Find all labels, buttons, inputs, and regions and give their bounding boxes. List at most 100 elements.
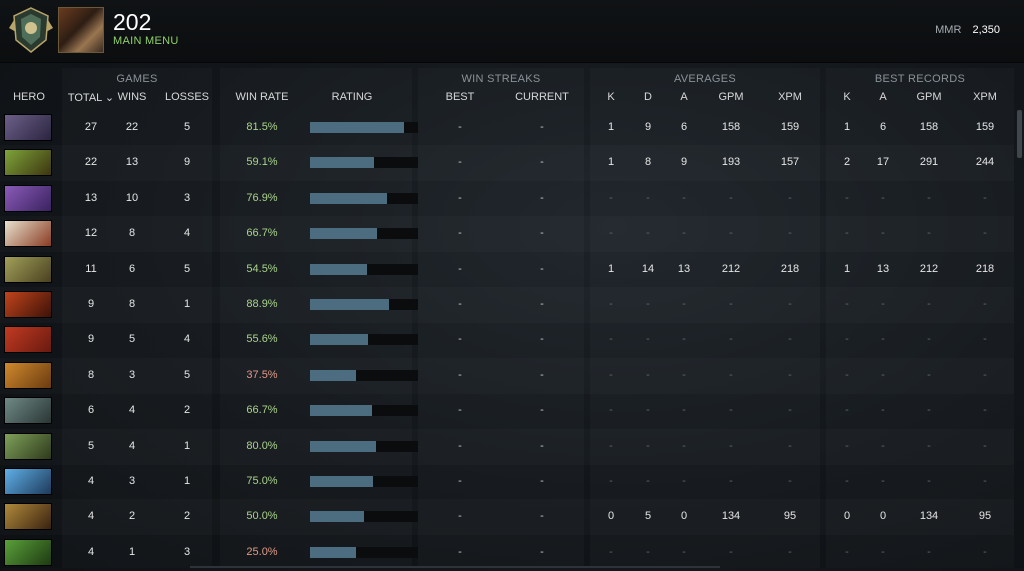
table-row[interactable]: 27 22 5 81.5% - - 1 9 6 158 159 1 6 158 159 — [0, 110, 1014, 146]
wins-cell: 4 — [128, 439, 136, 452]
current-streak-cell: - — [540, 191, 544, 204]
total-cell: 22 — [84, 156, 98, 169]
table-row[interactable]: 13 10 3 76.9% - - - - - - - - - - - — [0, 181, 1014, 217]
losses-cell: 5 — [183, 368, 191, 381]
rating-bar — [310, 405, 418, 417]
best-assists-cell: - — [881, 545, 885, 558]
avg-kills-cell: 1 — [607, 262, 615, 275]
hero-portrait[interactable] — [4, 291, 52, 318]
wins-cell: 5 — [128, 333, 136, 346]
best-gpm-cell: - — [927, 368, 931, 381]
avg-deaths-cell: 8 — [644, 156, 652, 169]
column-best-gpm[interactable]: GPM — [916, 91, 942, 103]
column-total[interactable]: TOTAL ⌄ — [67, 92, 115, 104]
win-rate-cell: 66.7% — [246, 404, 278, 417]
losses-cell: 9 — [183, 156, 191, 169]
best-assists-cell: - — [881, 439, 885, 452]
best-assists-cell: 13 — [876, 262, 890, 275]
best-assists-cell: 17 — [876, 156, 890, 169]
hero-portrait[interactable] — [4, 114, 52, 141]
table-row[interactable]: 6 4 2 66.7% - - - - - - - - - - - — [0, 393, 1014, 429]
table-row[interactable]: 5 4 1 80.0% - - - - - - - - - - - — [0, 429, 1014, 465]
avg-kills-cell: - — [609, 333, 613, 346]
wins-cell: 8 — [128, 298, 136, 310]
win-rate-cell: 88.9% — [246, 298, 278, 310]
rating-bar — [310, 476, 418, 487]
current-streak-cell: - — [540, 333, 544, 346]
column-win-rate[interactable]: WIN RATE — [235, 91, 289, 103]
best-assists-cell: - — [881, 475, 885, 487]
hero-portrait[interactable] — [4, 397, 52, 425]
rating-bar-fill — [310, 369, 356, 381]
table-row[interactable]: 4 2 2 50.0% - - 0 5 0 134 95 0 0 134 95 — [0, 499, 1014, 535]
column-current-streak[interactable]: CURRENT — [515, 91, 569, 103]
avg-deaths-cell: - — [646, 227, 650, 240]
column-avg-gpm[interactable]: GPM — [718, 91, 744, 103]
rating-bar-fill — [310, 299, 389, 310]
column-best-streak[interactable]: BEST — [445, 91, 475, 103]
win-rate-cell: 66.7% — [246, 227, 278, 240]
column-avg-kills[interactable]: K — [607, 91, 615, 103]
avg-kills-cell: - — [609, 475, 613, 487]
column-losses[interactable]: LOSSES — [164, 91, 210, 103]
avg-assists-cell: - — [682, 191, 686, 204]
best-kills-cell: 0 — [843, 510, 851, 523]
win-rate-cell: 25.0% — [246, 545, 278, 558]
hero-portrait[interactable] — [4, 255, 52, 283]
avg-assists-cell: - — [682, 439, 686, 452]
column-best-kills[interactable]: K — [843, 91, 851, 103]
total-cell: 4 — [87, 475, 95, 487]
column-best-xpm[interactable]: XPM — [973, 91, 997, 103]
total-cell: 9 — [87, 298, 95, 310]
hero-portrait[interactable] — [4, 432, 52, 460]
best-kills-cell: - — [845, 298, 849, 310]
avg-deaths-cell: 9 — [644, 121, 652, 133]
avg-xpm-cell: - — [788, 439, 792, 452]
column-best-assists[interactable]: A — [879, 91, 887, 103]
scrollbar[interactable] — [1017, 110, 1022, 158]
avatar[interactable] — [58, 7, 104, 53]
column-avg-deaths[interactable]: D — [644, 91, 652, 103]
hero-portrait[interactable] — [4, 503, 52, 531]
hero-portrait[interactable] — [4, 220, 52, 248]
rating-bar-fill — [310, 334, 368, 346]
avg-assists-cell: - — [682, 368, 686, 381]
column-hero[interactable]: HERO — [13, 91, 45, 103]
best-gpm-cell: 212 — [919, 262, 939, 275]
best-gpm-cell: - — [927, 333, 931, 346]
table-row[interactable]: 12 8 4 66.7% - - - - - - - - - - - — [0, 216, 1014, 252]
current-streak-cell: - — [540, 510, 544, 523]
rating-bar — [310, 192, 418, 204]
rating-bar-fill — [310, 511, 364, 523]
horizontal-scroll-track[interactable] — [190, 566, 720, 568]
avg-xpm-cell: 218 — [780, 262, 800, 275]
column-rating[interactable]: RATING — [331, 91, 373, 103]
table-row[interactable]: 4 1 3 25.0% - - - - - - - - - - - — [0, 535, 1014, 571]
hero-portrait[interactable] — [4, 326, 52, 354]
table-row[interactable]: 9 8 1 88.9% - - - - - - - - - - - — [0, 287, 1014, 323]
column-avg-assists[interactable]: A — [680, 91, 688, 103]
hero-portrait[interactable] — [4, 184, 52, 212]
hero-portrait[interactable] — [4, 361, 52, 389]
table-row[interactable]: 8 3 5 37.5% - - - - - - - - - - - — [0, 358, 1014, 394]
table-row[interactable]: 11 6 5 54.5% - - 1 14 13 212 218 1 13 212 218 — [0, 252, 1014, 288]
losses-cell: 4 — [183, 227, 191, 240]
main-menu-link[interactable]: MAIN MENU — [113, 35, 179, 47]
hero-portrait[interactable] — [4, 468, 52, 495]
hero-portrait[interactable] — [4, 538, 52, 566]
wins-cell: 3 — [128, 368, 136, 381]
best-xpm-cell: - — [983, 475, 987, 487]
avg-assists-cell: - — [682, 298, 686, 310]
current-streak-cell: - — [540, 227, 544, 240]
rating-bar-fill — [310, 192, 387, 204]
column-avg-xpm[interactable]: XPM — [778, 91, 802, 103]
hero-portrait[interactable] — [4, 149, 52, 177]
table-row[interactable]: 4 3 1 75.0% - - - - - - - - - - - — [0, 464, 1014, 500]
table-row[interactable]: 22 13 9 59.1% - - 1 8 9 193 157 2 17 291 244 — [0, 145, 1014, 181]
current-streak-cell: - — [540, 262, 544, 275]
win-rate-cell: 55.6% — [246, 333, 278, 346]
table-row[interactable]: 9 5 4 55.6% - - - - - - - - - - - — [0, 322, 1014, 358]
current-streak-cell: - — [540, 121, 544, 133]
column-wins[interactable]: WINS — [117, 91, 147, 103]
best-kills-cell: - — [845, 333, 849, 346]
